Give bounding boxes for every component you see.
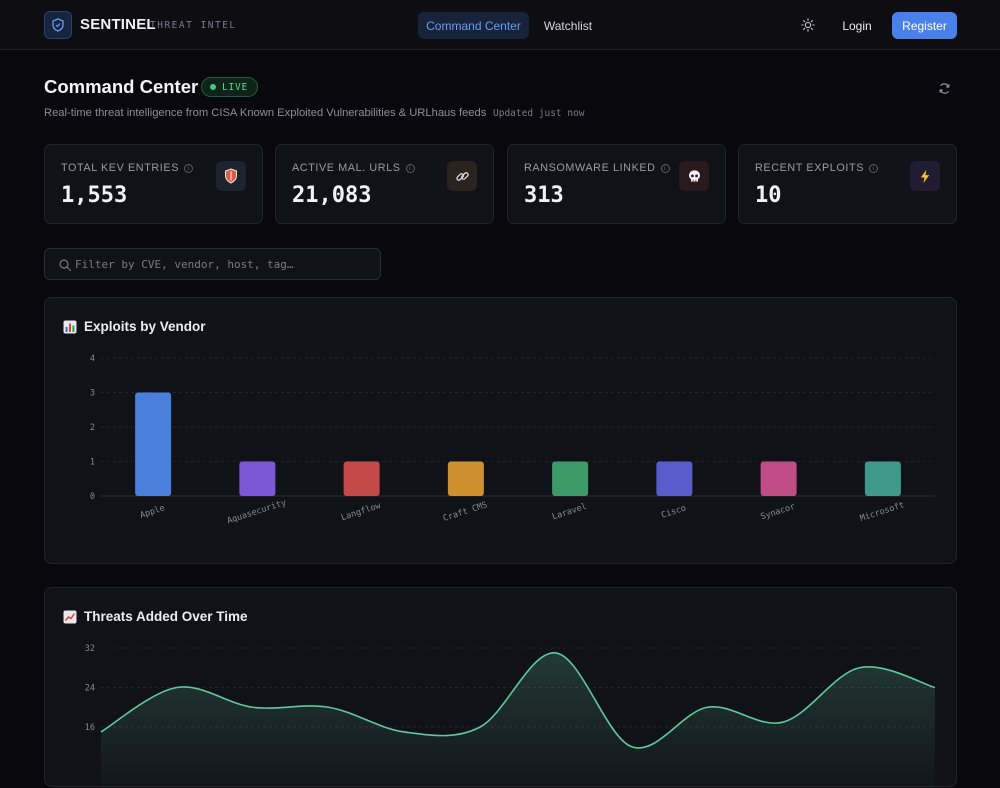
- live-badge: LIVE: [201, 77, 258, 97]
- top-bar: SENTINEL THREAT INTEL Command Center Wat…: [0, 0, 1000, 50]
- shield-icon: [51, 18, 65, 32]
- y-tick-label: 0: [90, 492, 95, 502]
- filter-input[interactable]: [75, 249, 375, 279]
- nav-command-center[interactable]: Command Center: [418, 12, 529, 39]
- bar[interactable]: [656, 462, 692, 497]
- bar[interactable]: [865, 462, 901, 497]
- x-tick-label: Langflow: [340, 501, 383, 523]
- x-tick-label: Microsoft: [859, 500, 906, 524]
- y-tick-label: 16: [85, 723, 95, 733]
- info-icon[interactable]: i: [661, 164, 670, 173]
- y-tick-label: 2: [90, 423, 95, 433]
- area-fill: [101, 653, 935, 788]
- sun-icon: [801, 18, 815, 32]
- page-title: Command Center: [44, 76, 198, 98]
- skull-icon: [679, 161, 709, 191]
- y-tick-label: 32: [85, 644, 95, 654]
- y-tick-label: 24: [85, 684, 95, 694]
- x-tick-label: Apple: [139, 503, 166, 520]
- stat-value: 1,553: [61, 183, 127, 208]
- register-button[interactable]: Register: [892, 12, 957, 39]
- lightning-icon: [910, 161, 940, 191]
- bar[interactable]: [239, 462, 275, 497]
- x-tick-label: Laravel: [551, 502, 588, 523]
- y-tick-label: 1: [90, 458, 95, 468]
- x-tick-label: Cisco: [660, 503, 687, 520]
- filter-box: [44, 248, 381, 280]
- stat-label: ACTIVE MAL. URLS: [292, 162, 401, 174]
- stat-value: 10: [755, 183, 782, 208]
- updated-timestamp: Updated just now: [493, 108, 585, 119]
- live-label: LIVE: [222, 82, 248, 93]
- shield-badge-icon: [216, 161, 246, 191]
- shield-logo-icon[interactable]: [44, 11, 72, 39]
- refresh-icon: [938, 82, 951, 95]
- brand-tagline: THREAT INTEL: [150, 20, 237, 31]
- login-button[interactable]: Login: [834, 12, 880, 39]
- x-tick-label: Craft CMS: [442, 500, 489, 524]
- stat-label: TOTAL KEV ENTRIES: [61, 162, 179, 174]
- stat-card-ransomware: RANSOMWARE LINKED i 313: [507, 144, 726, 224]
- search-icon: [58, 258, 72, 272]
- bar[interactable]: [552, 462, 588, 497]
- bar[interactable]: [344, 462, 380, 497]
- nav-watchlist[interactable]: Watchlist: [535, 12, 601, 39]
- live-dot-icon: [210, 84, 216, 90]
- vendor-bar-chart: 0 1 2 3 4 Apple Aquasecurity Langflow Craft CMS L…: [45, 298, 958, 565]
- y-tick-label: 4: [90, 354, 95, 364]
- stat-card-kev: TOTAL KEV ENTRIES i 1,553: [44, 144, 263, 224]
- brand-name: SENTINEL: [80, 16, 156, 33]
- x-tick-label: Synacor: [759, 502, 796, 523]
- link-icon: [447, 161, 477, 191]
- page-subtitle: Real-time threat intelligence from CISA …: [44, 107, 486, 119]
- threats-area-chart: 16 24 32: [45, 588, 958, 788]
- stat-value: 21,083: [292, 183, 371, 208]
- info-icon[interactable]: i: [869, 164, 878, 173]
- bar[interactable]: [448, 462, 484, 497]
- info-icon[interactable]: i: [184, 164, 193, 173]
- y-tick-label: 3: [90, 389, 95, 399]
- stat-label: RECENT EXPLOITS: [755, 162, 864, 174]
- refresh-button[interactable]: [934, 78, 954, 98]
- bar[interactable]: [761, 462, 797, 497]
- info-icon[interactable]: i: [406, 164, 415, 173]
- stat-card-mal-urls: ACTIVE MAL. URLS i 21,083: [275, 144, 494, 224]
- x-tick-label: Aquasecurity: [226, 498, 288, 526]
- stat-value: 313: [524, 183, 564, 208]
- stat-card-recent-exploits: RECENT EXPLOITS i 10: [738, 144, 957, 224]
- stat-label: RANSOMWARE LINKED: [524, 162, 656, 174]
- bar[interactable]: [135, 393, 171, 497]
- theme-toggle-button[interactable]: [798, 15, 818, 35]
